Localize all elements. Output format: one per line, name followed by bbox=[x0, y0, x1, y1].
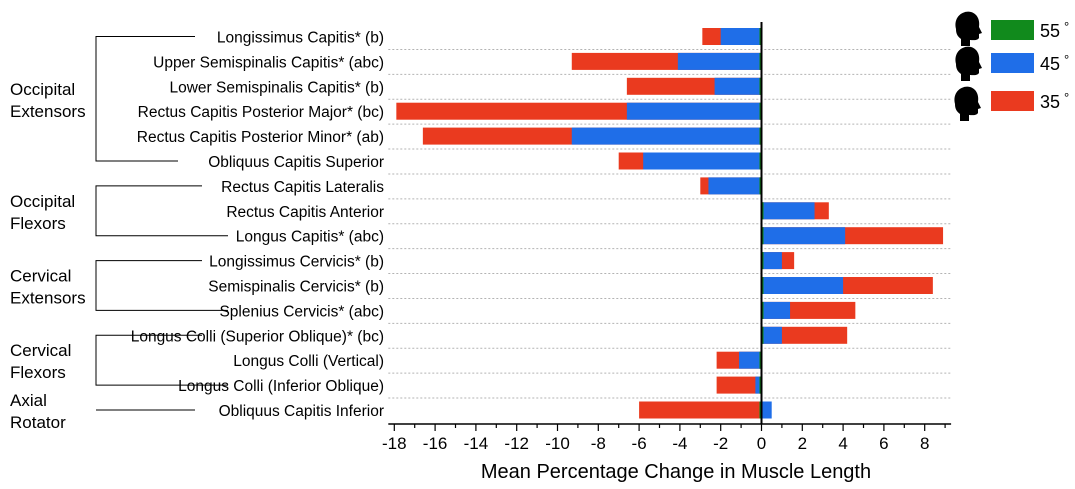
group-label: Extensors bbox=[10, 102, 86, 121]
bar-45-5 bbox=[643, 152, 762, 170]
head-silhouette-icon bbox=[955, 46, 982, 81]
head-silhouette-icon bbox=[955, 11, 982, 47]
x-tick-label: -14 bbox=[464, 434, 489, 453]
bar-55-12 bbox=[761, 326, 764, 344]
bar-55-2 bbox=[759, 77, 762, 95]
bar-55-5 bbox=[759, 152, 762, 170]
x-tick-label: -4 bbox=[672, 434, 687, 453]
bar-55-14 bbox=[759, 376, 762, 394]
category-label: Lower Semispinalis Capitis* (b) bbox=[170, 79, 385, 96]
category-label: Rectus Capitis Posterior Minor* (ab) bbox=[137, 129, 384, 146]
bar-35-14 bbox=[716, 376, 762, 394]
group-bracket bbox=[95, 260, 228, 311]
x-tick-label: -2 bbox=[713, 434, 728, 453]
legend-degree: ° bbox=[1064, 52, 1069, 67]
x-tick-label: 2 bbox=[798, 434, 807, 453]
group-bracket bbox=[95, 36, 195, 162]
bar-55-15 bbox=[759, 401, 762, 419]
group-label: Extensors bbox=[10, 289, 86, 308]
group-bracket bbox=[95, 334, 228, 386]
category-labels: Longissimus Capitis* (b) Upper Semispinal… bbox=[131, 30, 385, 421]
category-label: Rectus Capitis Posterior Major* (bc) bbox=[138, 104, 384, 121]
bars bbox=[396, 28, 944, 419]
legend: 55 ° 45 ° 35 ° bbox=[954, 11, 1069, 121]
bar-55-0 bbox=[759, 28, 762, 45]
bar-45-8 bbox=[761, 227, 846, 245]
category-label: Rectus Capitis Lateralis bbox=[221, 179, 384, 196]
bar-55-9 bbox=[761, 252, 764, 270]
group-label: Cervical bbox=[10, 267, 71, 286]
category-label: Splenius Cervicis* (abc) bbox=[219, 303, 384, 320]
bar-55-8 bbox=[761, 227, 764, 245]
group-label: Rotator bbox=[10, 413, 66, 432]
x-axis: -18 -16 -14 -12 -10 -8 -6 -4 -2 0 2 4 6 8 bbox=[382, 22, 952, 453]
category-label: Upper Semispinalis Capitis* (abc) bbox=[153, 54, 384, 71]
category-label: Longus Colli (Superior Oblique)* (bc) bbox=[131, 328, 384, 345]
x-tick-label: -16 bbox=[423, 434, 448, 453]
x-tick-label: -6 bbox=[632, 434, 647, 453]
legend-label: 35 bbox=[1040, 92, 1060, 112]
x-tick-label: 6 bbox=[879, 434, 888, 453]
bar-45-1 bbox=[677, 52, 762, 70]
legend-label: 45 bbox=[1040, 54, 1060, 74]
bar-45-4 bbox=[571, 127, 762, 145]
bar-45-12 bbox=[761, 326, 782, 344]
bar-45-6 bbox=[708, 177, 762, 195]
bar-45-3 bbox=[626, 102, 762, 120]
bar-55-1 bbox=[759, 52, 762, 70]
bar-55-10 bbox=[761, 277, 764, 294]
x-tick-label: -8 bbox=[591, 434, 606, 453]
bar-55-3 bbox=[759, 102, 762, 120]
group-label: Cervical bbox=[10, 341, 71, 360]
bar-55-4 bbox=[759, 127, 762, 145]
group-brackets: Occipital Extensors Occipital Flexors Cervic… bbox=[10, 36, 228, 432]
bar-45-13 bbox=[739, 351, 762, 369]
bar-35-15 bbox=[639, 401, 762, 419]
bar-45-14 bbox=[755, 376, 762, 394]
category-label: Rectus Capitis Anterior bbox=[226, 204, 384, 221]
x-tick-label: 0 bbox=[757, 434, 766, 453]
head-silhouette-icon bbox=[954, 86, 981, 121]
legend-swatch bbox=[991, 20, 1034, 40]
bar-45-9 bbox=[761, 252, 782, 270]
category-label: Obliquus Capitis Inferior bbox=[219, 403, 384, 420]
group-label: Flexors bbox=[10, 363, 66, 382]
group-bracket bbox=[95, 185, 228, 237]
x-tick-label: 4 bbox=[838, 434, 847, 453]
bar-45-7 bbox=[761, 202, 815, 220]
group-label: Occipital bbox=[10, 192, 75, 211]
grid-lines bbox=[388, 48, 952, 399]
bar-45-15 bbox=[761, 401, 772, 419]
category-label: Obliquus Capitis Superior bbox=[208, 154, 384, 171]
bar-35-12 bbox=[761, 326, 848, 344]
x-tick-label: -10 bbox=[545, 434, 570, 453]
category-label: Longus Colli (Inferior Oblique) bbox=[178, 378, 384, 395]
x-tick-label: 8 bbox=[920, 434, 929, 453]
bar-55-13 bbox=[759, 351, 762, 369]
legend-degree: ° bbox=[1064, 19, 1069, 34]
category-label: Longissimus Cervicis* (b) bbox=[209, 254, 384, 271]
category-label: Longissimus Capitis* (b) bbox=[217, 30, 384, 47]
legend-swatch bbox=[991, 91, 1034, 111]
bar-55-7 bbox=[761, 202, 764, 220]
x-tick-label: -18 bbox=[382, 434, 407, 453]
bar-45-10 bbox=[761, 277, 844, 294]
category-label: Longus Colli (Vertical) bbox=[233, 353, 384, 370]
bar-55-11 bbox=[761, 301, 764, 319]
group-label: Occipital bbox=[10, 80, 75, 99]
bar-45-0 bbox=[720, 28, 762, 45]
bar-55-6 bbox=[759, 177, 762, 195]
group-label: Flexors bbox=[10, 214, 66, 233]
group-label: Axial bbox=[10, 391, 47, 410]
x-tick-label: -12 bbox=[504, 434, 529, 453]
x-axis-title: Mean Percentage Change in Muscle Length bbox=[481, 461, 871, 483]
legend-degree: ° bbox=[1064, 90, 1069, 105]
bar-45-11 bbox=[761, 301, 791, 319]
category-label: Semispinalis Cervicis* (b) bbox=[208, 279, 384, 296]
legend-swatch bbox=[991, 53, 1034, 73]
legend-label: 55 bbox=[1040, 21, 1060, 41]
bar-45-2 bbox=[714, 77, 762, 95]
category-label: Longus Capitis* (abc) bbox=[236, 229, 384, 246]
